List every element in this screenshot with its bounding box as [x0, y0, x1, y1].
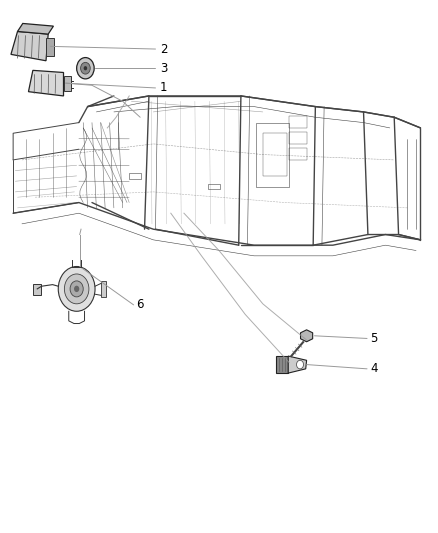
Circle shape — [84, 66, 87, 70]
Polygon shape — [11, 31, 48, 61]
Polygon shape — [28, 70, 64, 96]
Bar — [101, 281, 106, 297]
Circle shape — [297, 360, 304, 369]
Bar — [208, 184, 220, 189]
Text: 2: 2 — [160, 43, 167, 55]
Bar — [289, 148, 307, 160]
Circle shape — [58, 266, 95, 311]
Circle shape — [74, 286, 79, 292]
Bar — [46, 38, 54, 56]
Polygon shape — [288, 356, 307, 373]
Circle shape — [64, 274, 89, 304]
Text: 1: 1 — [160, 82, 167, 94]
Polygon shape — [300, 330, 313, 342]
Polygon shape — [18, 23, 53, 34]
Bar — [64, 76, 71, 91]
Circle shape — [70, 281, 83, 297]
Circle shape — [81, 62, 90, 74]
Bar — [263, 133, 287, 176]
Text: 5: 5 — [370, 332, 378, 345]
Bar — [289, 132, 307, 144]
Bar — [129, 173, 141, 179]
Text: 6: 6 — [136, 298, 143, 311]
Circle shape — [77, 58, 94, 79]
Bar — [289, 116, 307, 128]
Text: 3: 3 — [160, 62, 167, 75]
Text: 4: 4 — [370, 362, 378, 375]
Bar — [276, 356, 288, 373]
Bar — [256, 123, 289, 187]
Bar — [33, 284, 41, 295]
